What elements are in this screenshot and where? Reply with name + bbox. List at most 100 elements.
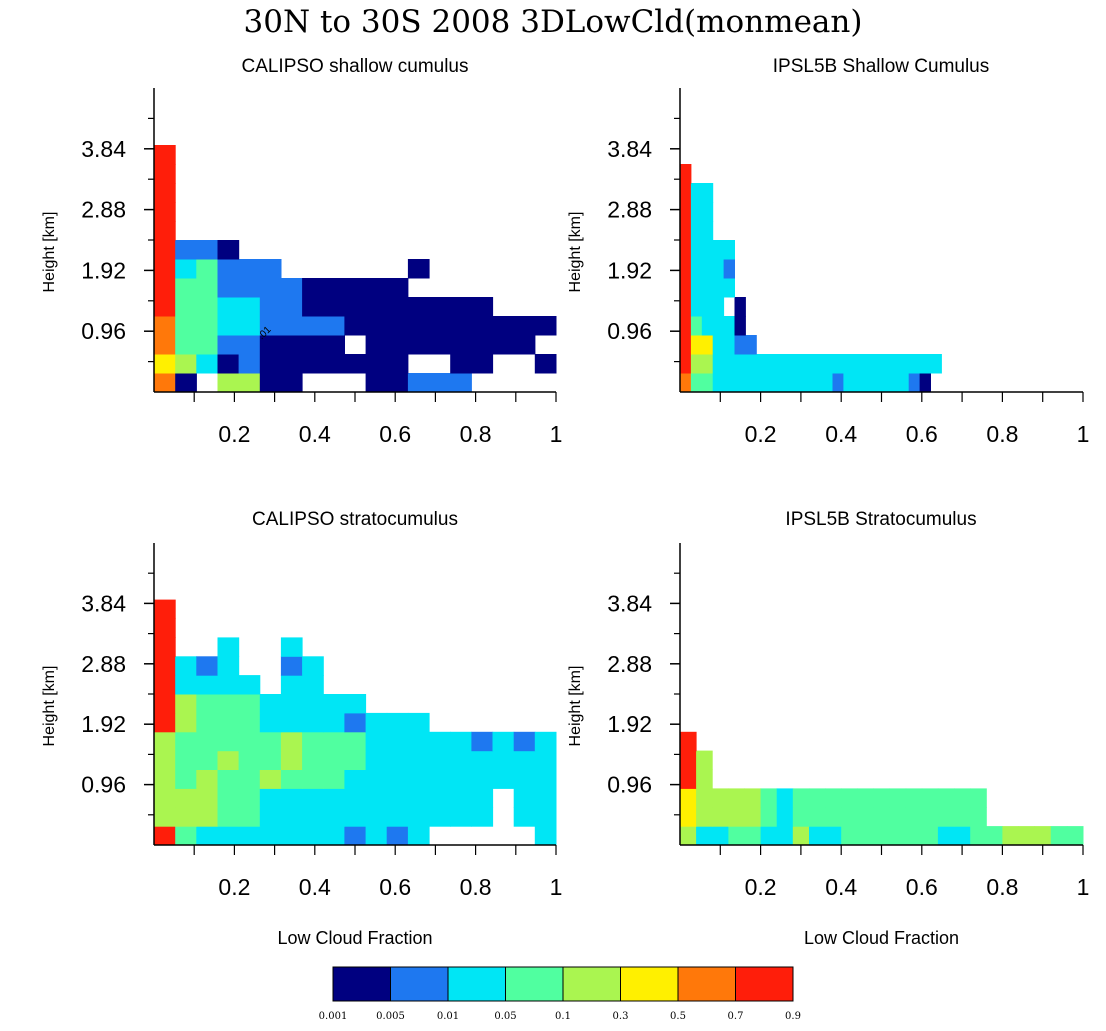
heatmap-cell: [407, 807, 430, 827]
heatmap-cell: [889, 826, 907, 846]
heatmap-cell: [841, 788, 858, 808]
heatmap-cell: [386, 373, 409, 393]
heatmap-cell: [238, 807, 261, 827]
heatmap-cell: [767, 354, 779, 374]
heatmap-cell: [701, 335, 714, 355]
x-axis-label: Low Cloud Fraction: [277, 928, 432, 948]
heatmap-cell: [809, 826, 826, 846]
heatmap-cell: [865, 354, 877, 374]
heatmap-cell: [407, 373, 430, 393]
heatmap-cell: [471, 788, 494, 808]
heatmap-cell: [259, 354, 282, 374]
heatmap-cell: [154, 599, 176, 619]
heatmap-cell: [690, 373, 703, 393]
heatmap-cell: [701, 259, 714, 279]
heatmap-cell: [788, 373, 801, 393]
heatmap-cell: [154, 731, 176, 752]
x-axis-label: Low Cloud Fraction: [804, 928, 959, 948]
x-tick-label: 1: [550, 421, 563, 447]
heatmap-cell: [175, 769, 197, 789]
heatmap-cell: [450, 807, 472, 827]
heatmap-cell: [238, 712, 261, 733]
heatmap-cell: [712, 826, 729, 846]
heatmap-cell: [778, 354, 790, 374]
heatmap-cell: [937, 826, 955, 846]
heatmap-cell: [238, 335, 261, 355]
heatmap-cell: [450, 750, 472, 770]
heatmap-cell: [680, 202, 692, 222]
heatmap-cell: [921, 807, 939, 827]
heatmap-cell: [386, 750, 409, 770]
colorbar-swatch: [562, 966, 621, 1002]
heatmap-cell: [344, 316, 367, 336]
heatmap-cell: [175, 656, 197, 676]
heatmap-cell: [534, 788, 557, 808]
x-tick-label: 1: [1077, 874, 1090, 900]
heatmap-cell: [723, 278, 735, 298]
heatmap-cell: [217, 807, 240, 827]
y-axis-label: Height [km]: [41, 666, 58, 747]
heatmap-cell: [217, 788, 240, 808]
heatmap-cell: [302, 750, 324, 770]
heatmap-cell: [921, 788, 939, 808]
colorbar-label: 0.7: [728, 1011, 744, 1022]
heatmap-cell: [302, 694, 324, 714]
heatmap-cell: [701, 316, 714, 336]
heatmap-cell: [723, 259, 735, 279]
heatmap-cell: [723, 316, 735, 336]
heatmap-cell: [876, 354, 888, 374]
heatmap-cell: [344, 826, 367, 846]
heatmap-cell: [386, 769, 409, 789]
heatmap-cell: [386, 826, 409, 846]
heatmap-cell: [407, 335, 430, 355]
heatmap-cell: [196, 354, 218, 374]
heatmap-cell: [407, 316, 430, 336]
colorbar-swatch: [620, 966, 679, 1002]
heatmap-cell: [513, 335, 536, 355]
panel-title: IPSL5B Shallow Cumulus: [773, 56, 990, 77]
heatmap-cell: [238, 694, 261, 714]
heatmap-cell: [154, 788, 176, 808]
heatmap-cell: [302, 316, 324, 336]
heatmap-cell: [745, 335, 757, 355]
x-tick-label: 0.2: [218, 874, 250, 900]
heatmap-cell: [217, 335, 240, 355]
heatmap-cell: [259, 297, 282, 317]
heatmap-cell: [259, 278, 282, 298]
heatmap-cell: [734, 297, 746, 317]
heatmap-cell: [696, 769, 713, 789]
heatmap-cell: [344, 750, 367, 770]
y-tick-label: 3.84: [607, 590, 652, 616]
heatmap-cell: [690, 259, 703, 279]
heatmap-cell: [302, 354, 324, 374]
heatmap-cell: [323, 316, 345, 336]
heatmap-cell: [723, 354, 735, 374]
heatmap-cell: [513, 769, 536, 789]
heatmap-cell: [154, 807, 176, 827]
heatmap-cell: [154, 221, 176, 241]
x-tick-label: 0.6: [379, 874, 411, 900]
heatmap-cell: [857, 788, 874, 808]
heatmap-cell: [154, 712, 176, 733]
heatmap-cell: [930, 354, 942, 374]
heatmap-cell: [175, 807, 197, 827]
heatmap-cell: [386, 335, 409, 355]
heatmap-cell: [970, 807, 987, 827]
heatmap-cell: [196, 335, 218, 355]
y-tick-label: 1.92: [607, 257, 652, 283]
heatmap-cell: [680, 354, 692, 374]
heatmap-cell: [534, 354, 557, 374]
heatmap-cell: [471, 731, 494, 752]
heatmap-cell: [217, 278, 240, 298]
heatmap-cell: [788, 354, 801, 374]
heatmap-cell: [259, 769, 282, 789]
heatmap-cell: [760, 788, 778, 808]
heatmap-cell: [701, 221, 714, 241]
heatmap-cell: [865, 373, 877, 393]
heatmap-cell: [821, 354, 833, 374]
heatmap-cell: [344, 712, 367, 733]
heatmap-cell: [854, 354, 866, 374]
heatmap-cell: [792, 826, 810, 846]
heatmap-cell: [175, 240, 197, 260]
heatmap-cell: [175, 731, 197, 752]
